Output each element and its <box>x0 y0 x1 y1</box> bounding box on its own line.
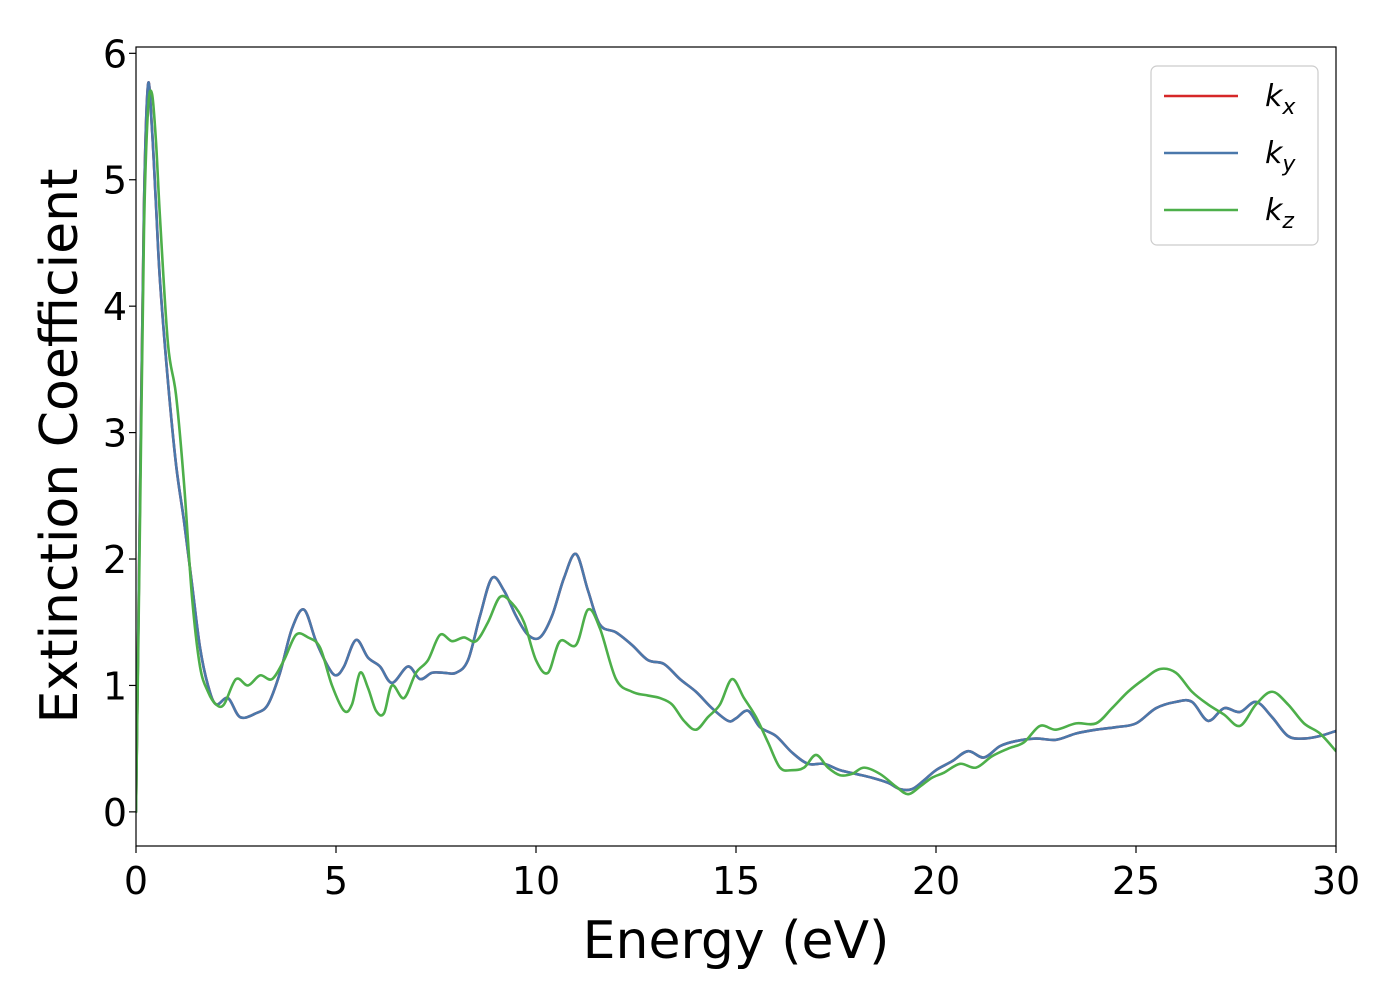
y-tick-label: 5 <box>103 159 127 203</box>
legend-label-y: ky <box>1265 136 1296 177</box>
y-tick-label: 3 <box>103 412 127 456</box>
y-tick-label: 0 <box>103 791 127 835</box>
legend: kx ky kz <box>1150 65 1319 246</box>
x-tick-label: 25 <box>1112 859 1160 903</box>
y-axis: 0 1 2 3 4 5 6 <box>103 32 136 835</box>
y-tick-label: 4 <box>103 285 127 329</box>
legend-label-z: kz <box>1265 193 1294 234</box>
x-tick-label: 30 <box>1312 859 1360 903</box>
x-tick-label: 10 <box>512 859 560 903</box>
x-axis-title: Energy (eV) <box>583 911 890 971</box>
series-line-z <box>136 89 1336 814</box>
x-tick-label: 15 <box>712 859 760 903</box>
y-tick-label: 2 <box>103 538 127 582</box>
x-tick-label: 0 <box>124 859 148 903</box>
y-tick-label: 1 <box>103 664 127 708</box>
x-axis: 0 5 10 15 20 25 30 <box>124 846 1360 903</box>
x-tick-label: 20 <box>912 859 960 903</box>
y-axis-title: Extinction Coefficient <box>30 169 90 724</box>
y-tick-label: 6 <box>103 32 127 76</box>
series-layer <box>136 81 1336 814</box>
legend-label-x: kx <box>1265 79 1296 120</box>
x-tick-label: 5 <box>324 859 348 903</box>
legend-box <box>1150 65 1319 246</box>
